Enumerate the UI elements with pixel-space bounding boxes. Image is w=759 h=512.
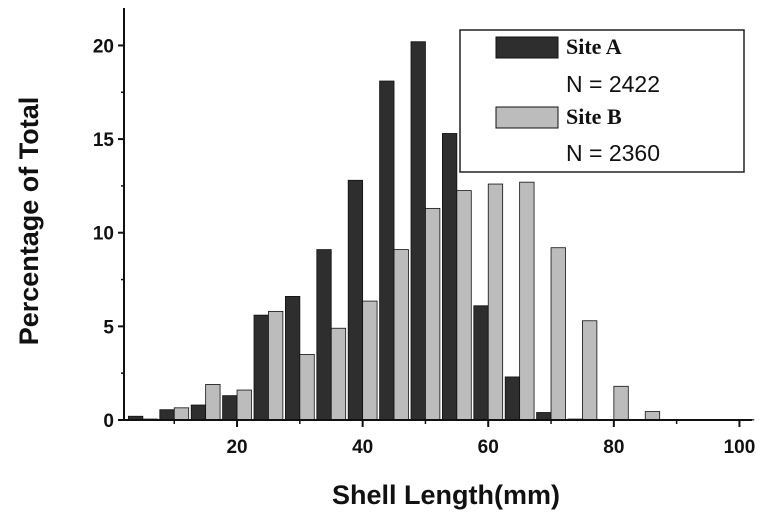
bar-site-b [362,300,378,421]
bar-site-b [393,249,409,421]
bar-site-b [425,207,441,421]
bar-site-b [173,407,190,421]
y-tick-label: 0 [103,411,114,432]
bars-layer [127,41,755,421]
bar-site-a [222,395,238,421]
bar-site-b [519,181,535,421]
legend-n-site-b: N = 2360 [566,140,660,166]
y-tick-label: 15 [93,130,115,151]
bar-site-a [410,41,426,421]
bar-site-a [159,409,175,421]
bar-site-a [473,305,489,421]
bar-site-b [644,411,661,421]
axes-layer: 0 5 10 15 20 20 40 60 80 100 [93,8,755,458]
bar-site-b [236,389,252,421]
x-tick-label: 20 [226,437,247,458]
bar-site-a [536,412,552,421]
bar-site-b [456,190,472,421]
legend-n-site-a: N = 2422 [566,71,660,97]
bar-site-b [205,384,221,421]
legend-label-site-b: Site B [566,104,622,129]
y-tick-label: 20 [93,36,114,57]
legend-swatch-site-a [495,36,559,59]
legend: Site A N = 2422 Site B N = 2360 [459,29,745,173]
bar-site-a [441,133,458,421]
bar-site-b [268,310,284,421]
bar-site-b [613,385,629,421]
bar-site-a [504,376,521,421]
bar-site-b [582,320,598,421]
bar-site-a [347,179,364,421]
bar-site-b [299,354,315,421]
x-tick-label: 100 [724,437,756,458]
x-axis-title: Shell Length(mm) [332,480,560,510]
bar-site-a [284,295,301,421]
bar-site-b [330,327,347,421]
x-tick-label: 80 [603,437,624,458]
bar-site-b [487,183,504,421]
legend-swatch-site-b [495,106,559,129]
bar-site-a [379,80,395,421]
bar-site-b [550,247,566,421]
legend-label-site-a: Site A [566,34,622,59]
bar-site-a [253,314,269,421]
x-tick-label: 60 [478,437,499,458]
y-tick-label: 10 [93,224,114,245]
y-tick-label: 5 [103,317,114,338]
y-axis-title: Percentage of Total [14,97,44,346]
bar-site-a [316,249,332,421]
x-tick-label: 40 [352,437,373,458]
bar-site-a [190,404,207,421]
